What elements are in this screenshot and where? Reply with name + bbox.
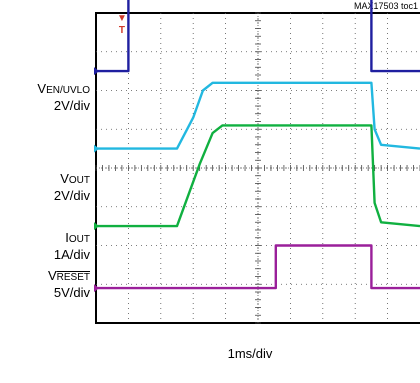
label-scale: 5V/div	[53, 285, 90, 300]
trace-en-uvlo	[96, 0, 420, 73]
timebase-label: 1ms/div	[227, 346, 273, 361]
label-scale: 1A/div	[53, 247, 90, 262]
ground-marker-icon	[94, 144, 99, 153]
figure-tag: MAX17503 toc1	[353, 1, 418, 11]
label-main: V	[60, 171, 69, 186]
label-sub: RESET	[56, 272, 90, 283]
channel-label-iout: IOUT 1A/div	[54, 230, 90, 262]
trigger-arrow-icon: ▼	[117, 13, 127, 24]
channel-label-vout: VOUT 2V/div	[54, 171, 90, 203]
trace-reset	[96, 244, 420, 290]
trace-out	[96, 81, 420, 150]
label-sub: EN/UVLO	[46, 85, 90, 96]
ground-marker-icon	[94, 284, 99, 293]
ground-marker-icon	[94, 222, 99, 231]
label-scale: 2V/div	[53, 188, 90, 203]
trace-out	[96, 124, 420, 228]
ground-marker-icon	[94, 67, 99, 76]
label-sub: OUT	[68, 175, 90, 186]
channel-label-en-uvlo: VEN/UVLO 2V/div	[37, 81, 90, 113]
trigger-marker: T	[119, 25, 125, 36]
label-scale: 2V/div	[53, 98, 90, 113]
label-main: V	[47, 268, 57, 283]
label-main: I	[65, 230, 69, 245]
channel-label-reset: VRESET 5V/div	[48, 268, 90, 300]
label-main: V	[37, 81, 47, 96]
label-sub: OUT	[68, 234, 90, 245]
